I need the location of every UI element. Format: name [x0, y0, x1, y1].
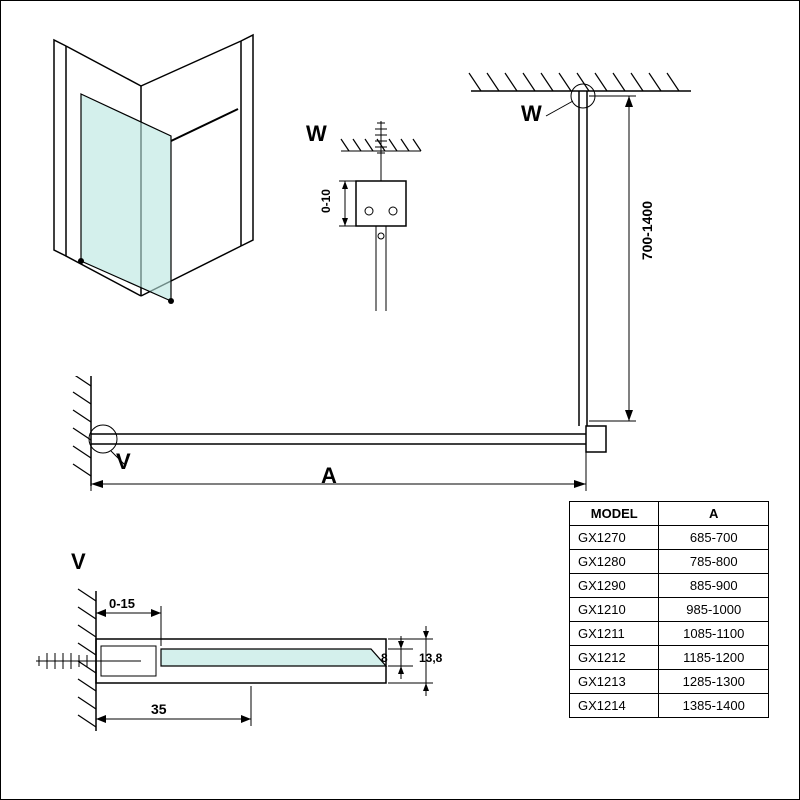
v-adj-dim: 0-15 [109, 596, 135, 611]
ceiling-bar-dim: 700-1400 [639, 201, 655, 260]
table-cell: 1385-1400 [659, 694, 769, 718]
w-top-label: W [521, 101, 542, 127]
isometric-view [26, 26, 286, 326]
table-cell: GX1212 [570, 646, 659, 670]
table-cell: GX1210 [570, 598, 659, 622]
table-cell: GX1214 [570, 694, 659, 718]
table-cell: GX1290 [570, 574, 659, 598]
table-cell: 1285-1300 [659, 670, 769, 694]
table-cell: 1085-1100 [659, 622, 769, 646]
v-width-dim: 35 [151, 701, 167, 717]
col-model: MODEL [570, 502, 659, 526]
table-row: GX1210985-1000 [570, 598, 769, 622]
table-cell: GX1211 [570, 622, 659, 646]
table-row: GX1280785-800 [570, 550, 769, 574]
table-cell: 785-800 [659, 550, 769, 574]
v-detail [21, 561, 441, 761]
table-row: GX12131285-1300 [570, 670, 769, 694]
v-height-dim: 13,8 [419, 651, 442, 665]
w-detail-adj-dim: 0-10 [319, 189, 333, 213]
table-cell: GX1213 [570, 670, 659, 694]
table-cell: 985-1000 [659, 598, 769, 622]
table-cell: GX1280 [570, 550, 659, 574]
model-table: MODEL A GX1270685-700GX1280785-800GX1290… [569, 501, 769, 718]
a-label: A [321, 463, 337, 489]
table-row: GX12111085-1100 [570, 622, 769, 646]
ceiling-bar-view [461, 51, 741, 431]
table-row: GX1270685-700 [570, 526, 769, 550]
table-cell: GX1270 [570, 526, 659, 550]
table-cell: 1185-1200 [659, 646, 769, 670]
table-cell: 685-700 [659, 526, 769, 550]
v-detail-label: V [71, 549, 86, 575]
v-side-label: V [116, 449, 131, 475]
v-glass-dim: 8 [381, 651, 388, 665]
table-row: GX12141385-1400 [570, 694, 769, 718]
w-detail-label: W [306, 121, 327, 147]
table-cell: 885-900 [659, 574, 769, 598]
col-a: A [659, 502, 769, 526]
table-row: GX1290885-900 [570, 574, 769, 598]
table-row: GX12121185-1200 [570, 646, 769, 670]
